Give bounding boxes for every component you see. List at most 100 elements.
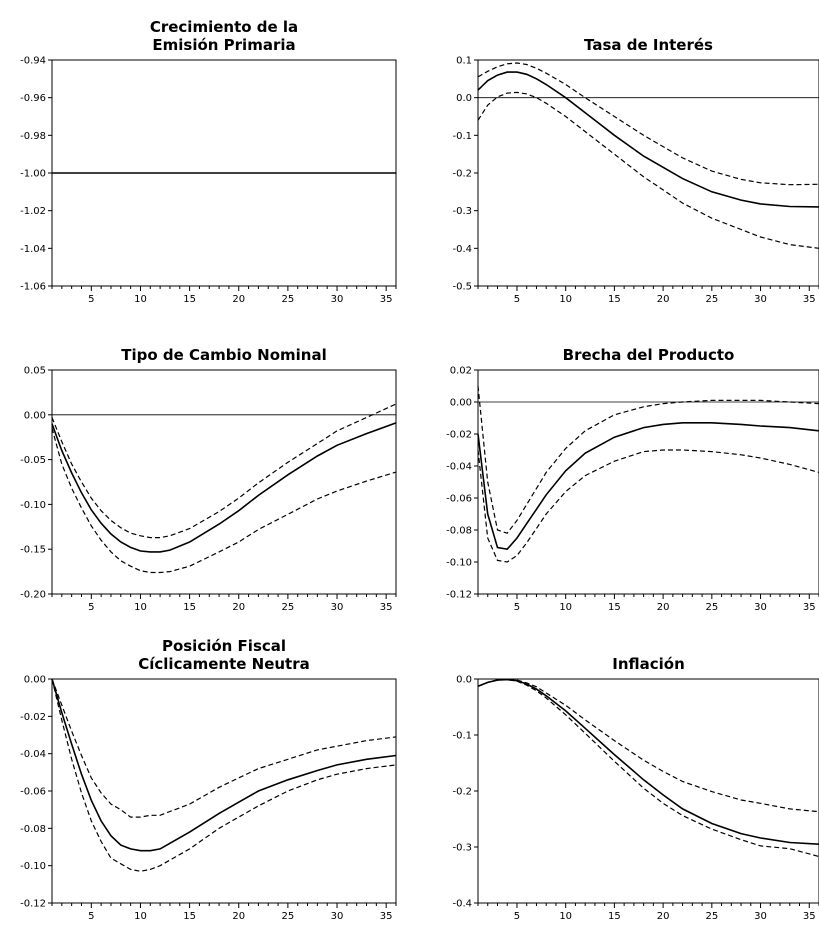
x-tick-label: 15 xyxy=(183,294,196,305)
y-tick-label: -0.12 xyxy=(446,590,472,601)
y-tick-label: -0.94 xyxy=(20,56,46,67)
y-tick-label: -0.3 xyxy=(452,206,472,217)
x-tick-label: 30 xyxy=(331,911,344,922)
y-tick-label: -0.2 xyxy=(452,787,472,798)
series-line-response xyxy=(477,678,819,845)
y-tick-label: -0.05 xyxy=(20,455,46,466)
y-tick-label: 0.1 xyxy=(456,56,472,67)
chart-title-line: Tasa de Interés xyxy=(584,36,713,54)
x-tick-label: 20 xyxy=(657,911,670,922)
y-tick-label: -0.02 xyxy=(446,430,472,441)
y-tick-label: -0.98 xyxy=(20,131,46,142)
y-tick-label: -0.4 xyxy=(452,244,472,255)
chart-panel-4: Brecha del Producto 0.02 0.00 -0.02 -0.04 -0.… xyxy=(446,346,819,613)
y-tick-label: -0.2 xyxy=(452,169,472,180)
chart-title-line: Cíclicamente Neutra xyxy=(138,655,309,673)
x-tick-label: 35 xyxy=(803,911,816,922)
y-tick-label: -0.3 xyxy=(452,843,472,854)
y-tick-label: -0.15 xyxy=(20,545,46,556)
x-tick-label: 10 xyxy=(559,602,572,613)
series-line-upper xyxy=(477,62,819,186)
x-tick-label: 10 xyxy=(134,911,147,922)
y-tick-label: 0.0 xyxy=(456,93,472,104)
x-tick-label: 15 xyxy=(183,911,196,922)
x-tick-label: 15 xyxy=(608,294,621,305)
chart-panel-3: Tipo de Cambio Nominal 0.05 0.00 -0.05 -0.10… xyxy=(20,346,397,613)
series-line-response xyxy=(477,71,819,208)
x-tick-label: 25 xyxy=(705,294,718,305)
y-tick-label: -0.1 xyxy=(452,731,472,742)
chart-panel-6: Inflación 0.0 -0.1 -0.2 -0.3 -0.4 5 10 15 20 25 30 3… xyxy=(452,655,819,922)
x-tick-label: 30 xyxy=(754,294,767,305)
series-line-upper xyxy=(51,403,397,539)
y-tick-label: 0.02 xyxy=(450,366,472,377)
x-tick-label: 10 xyxy=(559,911,572,922)
chart-title-line: Brecha del Producto xyxy=(563,346,735,364)
series-line-lower xyxy=(51,428,397,574)
y-tick-label: -0.1 xyxy=(452,131,472,142)
x-tick-label: 5 xyxy=(514,602,520,613)
x-tick-label: 15 xyxy=(608,602,621,613)
x-tick-label: 20 xyxy=(232,911,245,922)
y-tick-label: -0.10 xyxy=(446,558,472,569)
y-tick-label: -0.08 xyxy=(20,824,46,835)
y-tick-label: -0.02 xyxy=(20,712,46,723)
x-tick-label: 35 xyxy=(803,602,816,613)
x-tick-label: 10 xyxy=(559,294,572,305)
series-line-lower xyxy=(51,678,397,872)
x-tick-label: 25 xyxy=(282,602,295,613)
plot-frame xyxy=(477,678,819,904)
series-line-upper xyxy=(477,385,819,534)
plot-frame xyxy=(51,678,397,904)
plot-frame xyxy=(477,369,819,595)
y-tick-label: -1.00 xyxy=(20,169,46,180)
y-tick-label: -0.06 xyxy=(20,787,46,798)
x-tick-label: 20 xyxy=(232,602,245,613)
chart-title-line: Emisión Primaria xyxy=(152,36,295,54)
y-tick-label: -0.20 xyxy=(20,590,46,601)
y-tick-label: 0.00 xyxy=(24,675,46,686)
x-tick-label: 10 xyxy=(134,294,147,305)
chart-panel-2: Tasa de Interés 0.1 0.0 -0.1 -0.2 -0.3 -0.4 -0.… xyxy=(452,36,819,305)
x-tick-label: 35 xyxy=(803,294,816,305)
y-tick-label: -0.04 xyxy=(20,749,46,760)
series-line-lower xyxy=(477,91,819,249)
series-line-upper xyxy=(477,678,819,813)
x-tick-label: 30 xyxy=(754,911,767,922)
x-tick-label: 30 xyxy=(331,294,344,305)
x-tick-label: 15 xyxy=(183,602,196,613)
x-tick-label: 5 xyxy=(88,911,94,922)
x-tick-label: 25 xyxy=(705,602,718,613)
y-tick-label: -0.4 xyxy=(452,899,472,910)
x-tick-label: 20 xyxy=(657,602,670,613)
chart-title-line: Crecimiento de la xyxy=(150,18,298,36)
x-tick-label: 30 xyxy=(754,602,767,613)
x-tick-label: 35 xyxy=(380,911,393,922)
y-tick-label: 0.00 xyxy=(450,398,472,409)
y-tick-label: -0.5 xyxy=(452,282,472,293)
x-tick-label: 25 xyxy=(282,911,295,922)
chart-title-line: Posición Fiscal xyxy=(162,637,286,655)
chart-title-line: Tipo de Cambio Nominal xyxy=(121,346,327,364)
x-tick-label: 15 xyxy=(608,911,621,922)
series-line-lower xyxy=(477,449,819,563)
x-tick-label: 25 xyxy=(705,911,718,922)
x-tick-label: 25 xyxy=(282,294,295,305)
y-tick-label: 0.05 xyxy=(24,366,46,377)
y-tick-label: 0.0 xyxy=(456,675,472,686)
y-tick-label: -0.04 xyxy=(446,462,472,473)
series-line-response xyxy=(51,678,397,852)
x-tick-label: 10 xyxy=(134,602,147,613)
x-tick-label: 5 xyxy=(88,294,94,305)
y-tick-label: -0.12 xyxy=(20,899,46,910)
plot-frame xyxy=(51,369,397,595)
x-tick-label: 20 xyxy=(232,294,245,305)
y-tick-label: -0.06 xyxy=(446,494,472,505)
y-tick-label: -0.96 xyxy=(20,93,46,104)
x-tick-label: 5 xyxy=(88,602,94,613)
series-line-lower xyxy=(477,678,819,858)
x-tick-label: 20 xyxy=(657,294,670,305)
